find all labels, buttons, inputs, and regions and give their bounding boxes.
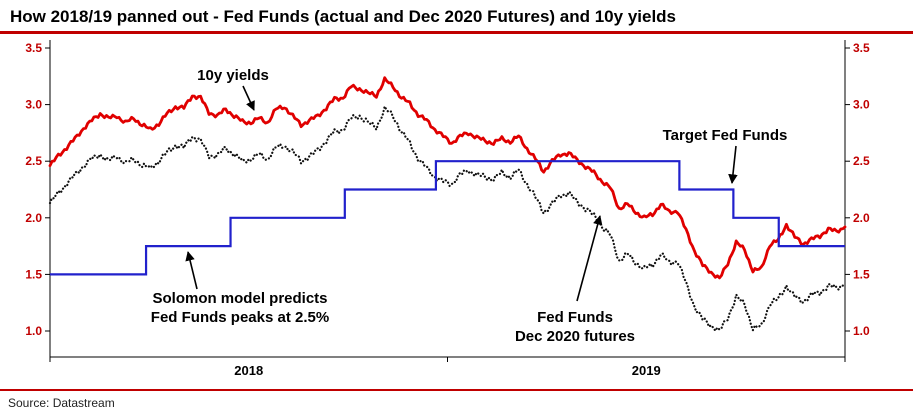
y-axis-label-left: 3.0 <box>25 98 42 112</box>
y-axis-label-right: 1.0 <box>853 324 870 338</box>
ann-solomon-arrow <box>185 251 198 290</box>
ann-10y-yields: 10y yields <box>197 67 269 84</box>
y-axis-label-right: 1.5 <box>853 268 870 282</box>
y-axis-label-left: 3.5 <box>25 41 42 55</box>
y-axis-label-right: 2.0 <box>853 211 870 225</box>
chart-header: How 2018/19 panned out - Fed Funds (actu… <box>0 0 913 35</box>
y-axis-label-left: 2.0 <box>25 211 42 225</box>
ann-target-fed-funds-arrow <box>728 146 738 185</box>
x-axis-label: 2018 <box>234 363 263 378</box>
target-fed-funds-line <box>50 160 845 276</box>
y-axis-label-right: 2.5 <box>853 155 870 169</box>
title-underline <box>0 31 913 35</box>
ann-futures: Fed Funds <box>537 309 613 326</box>
ann-target-fed-funds: Target Fed Funds <box>663 127 788 144</box>
ann-solomon: Solomon model predicts <box>152 290 327 307</box>
chart-title: How 2018/19 panned out - Fed Funds (actu… <box>10 7 677 26</box>
chart-canvas: 3.5 3.5 3.0 3.0 2.5 2.5 2.0 2.0 1.5 1.5 1.0 1.0 2018… <box>25 40 870 378</box>
ann-solomon: Fed Funds peaks at 2.5% <box>151 309 329 326</box>
y-axis-label-right: 3.5 <box>853 41 870 55</box>
10y-yields-line <box>48 76 847 280</box>
y-axis-label-left: 1.5 <box>25 268 42 282</box>
source-label: Source: Datastream <box>8 396 115 410</box>
y-axis-label-left: 1.0 <box>25 324 42 338</box>
y-axis-label-right: 3.0 <box>853 98 870 112</box>
chart-footer: Source: Datastream <box>0 389 913 418</box>
fed-funds-dec-2020-futures-line <box>48 105 847 333</box>
footer-rule <box>0 389 913 391</box>
x-axis-label: 2019 <box>632 363 661 378</box>
ann-futures: Dec 2020 futures <box>515 328 635 345</box>
y-axis-label-left: 2.5 <box>25 155 42 169</box>
ann-futures-arrow <box>576 215 603 302</box>
ann-10y-yields-arrow <box>242 86 255 112</box>
